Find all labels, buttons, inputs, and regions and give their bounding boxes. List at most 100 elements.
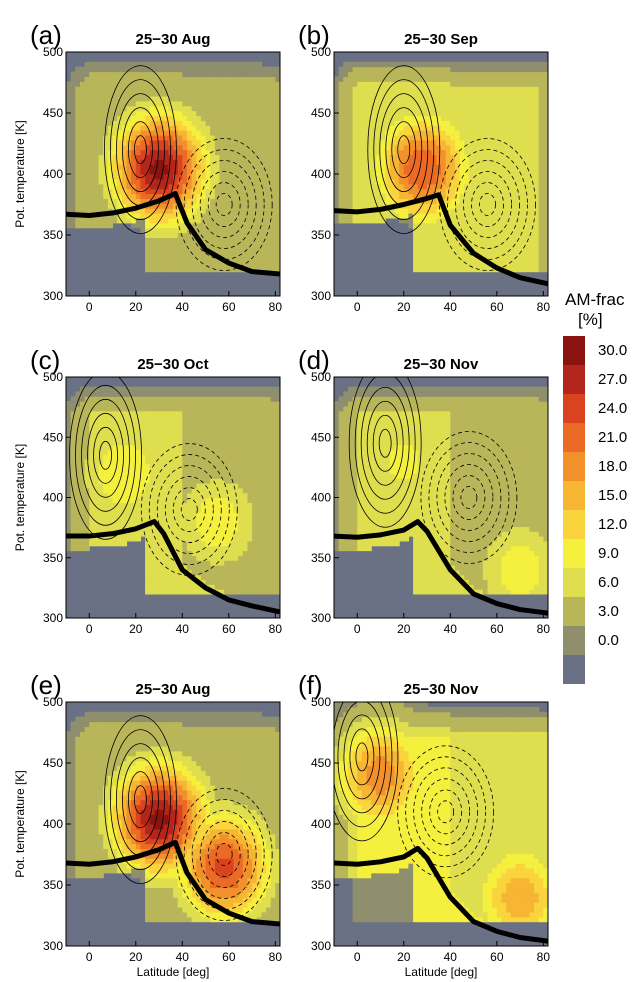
heat-cell	[191, 105, 197, 112]
heat-cell	[450, 203, 456, 209]
heat-cell	[224, 198, 230, 204]
heat-cell	[126, 502, 132, 508]
heat-cell	[427, 66, 433, 73]
heat-cell	[191, 560, 197, 566]
heat-cell	[417, 183, 423, 190]
heat-cell	[492, 217, 498, 224]
heat-cell	[173, 105, 179, 112]
heat-cell	[520, 193, 526, 199]
heat-cell	[186, 134, 193, 141]
heat-cell	[352, 149, 358, 156]
heat-cell	[191, 81, 197, 87]
heat-cell	[515, 174, 521, 180]
heat-cell	[375, 213, 382, 219]
heat-cell	[79, 120, 86, 126]
heat-cell	[112, 425, 118, 431]
heat-cell	[224, 237, 230, 243]
heat-cell	[149, 430, 155, 436]
heat-cell	[145, 425, 151, 431]
heat-cell	[543, 266, 548, 273]
heat-cell	[214, 521, 221, 528]
heat-cell	[140, 415, 146, 421]
heat-cell	[441, 217, 447, 224]
heat-cell	[103, 521, 109, 528]
heat-cell	[510, 110, 517, 117]
heat-cell	[66, 169, 72, 175]
heat-cell	[66, 483, 72, 489]
heat-cell	[149, 86, 155, 92]
heat-cell	[357, 76, 363, 82]
heat-cell	[168, 110, 174, 117]
heat-cell	[126, 125, 132, 131]
heat-cell	[534, 178, 540, 185]
heat-cell	[270, 232, 276, 239]
heat-cell	[205, 164, 211, 170]
heat-cell	[219, 174, 225, 180]
heat-cell	[173, 425, 179, 431]
heat-cell	[79, 81, 86, 87]
heat-cell	[70, 401, 76, 407]
heat-cell	[380, 213, 386, 219]
heat-cell	[177, 425, 183, 431]
heat-cell	[70, 540, 76, 547]
heat-cell	[173, 256, 179, 263]
heat-cell	[173, 386, 179, 393]
heat-cell	[70, 95, 76, 102]
heat-cell	[168, 531, 174, 537]
heat-cell	[371, 183, 377, 190]
heat-cell	[534, 188, 540, 195]
heat-cell	[256, 95, 262, 102]
heat-cell	[205, 536, 211, 542]
heat-cell	[84, 139, 90, 146]
heat-cell	[399, 139, 405, 146]
heat-cell	[200, 386, 207, 393]
heat-cell	[233, 105, 239, 112]
heat-cell	[173, 61, 179, 68]
heat-cell	[98, 391, 104, 397]
heat-cell	[343, 178, 349, 185]
heat-cell	[84, 203, 90, 209]
heat-cell	[145, 391, 151, 397]
heat-cell	[219, 227, 225, 234]
heat-cell	[149, 222, 155, 229]
heat-cell	[529, 237, 535, 243]
heat-cell	[510, 86, 517, 92]
heat-cell	[261, 66, 267, 73]
heat-cell	[543, 105, 548, 112]
heat-cell	[366, 66, 372, 73]
heat-cell	[75, 154, 81, 160]
heat-cell	[145, 478, 151, 484]
heat-cell	[450, 208, 456, 214]
heat-cell	[427, 213, 433, 219]
heat-cell	[450, 139, 456, 146]
heat-cell	[357, 149, 363, 156]
heat-cell	[270, 261, 276, 268]
heat-cell	[196, 545, 202, 552]
heat-cell	[173, 252, 179, 258]
heat-cell	[149, 444, 155, 450]
heat-cell	[219, 120, 225, 126]
heat-cell	[98, 105, 104, 112]
contour-dashed	[455, 160, 520, 249]
heat-cell	[186, 261, 193, 268]
heat-cell	[196, 415, 202, 421]
heat-cell	[366, 154, 372, 160]
heat-cell	[270, 266, 276, 273]
heat-cell	[131, 174, 137, 180]
heat-cell	[524, 174, 530, 180]
heat-cell	[361, 125, 368, 131]
heat-cell	[145, 574, 151, 581]
heat-cell	[256, 169, 262, 175]
heat-cell	[149, 497, 155, 503]
heat-cell	[247, 100, 253, 107]
heat-cell	[487, 247, 493, 253]
heat-cell	[191, 434, 197, 441]
heat-cell	[126, 454, 132, 460]
heat-cell	[89, 401, 95, 407]
heat-cell	[256, 100, 262, 107]
heat-cell	[214, 178, 221, 185]
heat-cell	[210, 76, 216, 82]
heat-cell	[266, 227, 272, 234]
heat-cell	[173, 589, 179, 595]
heat-cell	[219, 144, 225, 151]
